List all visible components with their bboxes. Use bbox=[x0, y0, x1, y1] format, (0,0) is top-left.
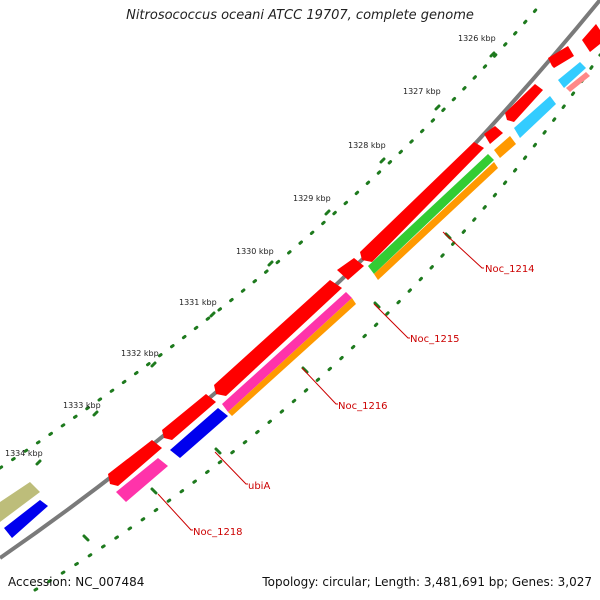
gene-cog-pink bbox=[566, 72, 590, 92]
tick-mark bbox=[150, 487, 158, 495]
tick-label-1327: 1327 kbp bbox=[403, 87, 441, 96]
tick-label-1329: 1329 kbp bbox=[293, 194, 331, 203]
gene-cog-cyan bbox=[558, 62, 586, 88]
cog-ring bbox=[0, 62, 590, 538]
gene-cds bbox=[337, 258, 364, 280]
tick-mark bbox=[434, 104, 441, 111]
tick-mark bbox=[214, 447, 222, 455]
gene-label-noc-1214: Noc_1214 bbox=[485, 264, 535, 275]
tick-mark bbox=[373, 301, 381, 309]
tick-mark bbox=[379, 157, 386, 164]
summary-text: Topology: circular; Length: 3,481,691 bp… bbox=[262, 575, 592, 589]
gene-cds bbox=[582, 24, 600, 52]
gene-cds bbox=[108, 440, 162, 486]
tick-label-1334: 1334 kbp bbox=[5, 449, 43, 458]
tick-mark bbox=[150, 361, 157, 368]
gene-cds bbox=[548, 46, 574, 68]
gene-cog-magenta bbox=[116, 458, 168, 502]
gene-cog-orange bbox=[228, 298, 356, 416]
accession-text: Accession: NC_007484 bbox=[8, 575, 145, 589]
gene-label-noc-1215: Noc_1215 bbox=[410, 334, 460, 345]
gene-cog-green bbox=[368, 154, 494, 274]
gene-label-noc-1218: Noc_1218 bbox=[193, 527, 243, 538]
gene-cog-cyan bbox=[514, 96, 556, 138]
tick-mark bbox=[267, 260, 274, 267]
tick-mark bbox=[35, 459, 42, 466]
tick-label-1331: 1331 kbp bbox=[179, 298, 217, 307]
tick-mark bbox=[82, 534, 90, 542]
tick-label-1333: 1333 kbp bbox=[63, 401, 101, 410]
gene-cog-orange bbox=[494, 136, 516, 158]
gene-cog-blue bbox=[170, 408, 228, 458]
gene-cds bbox=[505, 84, 543, 122]
leader-noc-1214 bbox=[442, 231, 484, 269]
tick-mark bbox=[324, 209, 331, 216]
gene-label-ubia: ubiA bbox=[248, 481, 270, 492]
gene-cds bbox=[214, 280, 342, 396]
gene-cds bbox=[162, 394, 216, 440]
gene-cds bbox=[360, 142, 484, 262]
tick-mark bbox=[301, 366, 309, 374]
tick-label-1326: 1326 kbp bbox=[458, 34, 496, 43]
tick-mark bbox=[209, 311, 216, 318]
map-title: Nitrosococcus oceani ATCC 19707, complet… bbox=[126, 8, 474, 23]
gene-cog-orange bbox=[374, 162, 498, 280]
leader-ubia bbox=[214, 451, 248, 485]
tick-mark bbox=[92, 410, 99, 417]
leader-noc-1218 bbox=[157, 493, 193, 531]
tick-label-1328: 1328 kbp bbox=[348, 141, 386, 150]
genome-backbone bbox=[0, 0, 600, 560]
gene-cog-blue bbox=[4, 500, 48, 538]
leader-noc-1215 bbox=[373, 303, 410, 339]
leader-noc-1216 bbox=[301, 367, 338, 405]
inner-dotted-ring bbox=[33, 53, 600, 592]
gene-label-noc-1216: Noc_1216 bbox=[338, 401, 388, 412]
tick-label-1332: 1332 kbp bbox=[121, 349, 159, 358]
tick-mark bbox=[489, 51, 496, 58]
gene-cog-olive bbox=[0, 482, 40, 522]
tick-label-1330: 1330 kbp bbox=[236, 247, 274, 256]
gene-cds bbox=[484, 126, 503, 144]
gene-cog-magenta bbox=[222, 292, 352, 412]
cds-ring bbox=[108, 24, 600, 486]
outer-dotted-ring bbox=[0, 3, 542, 470]
